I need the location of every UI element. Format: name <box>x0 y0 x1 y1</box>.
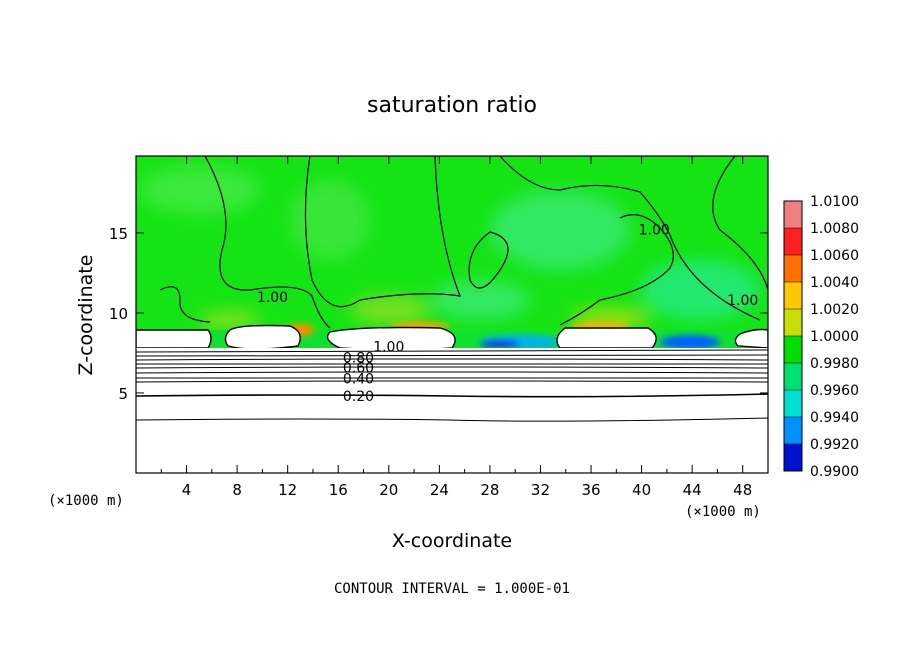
colorbar: 1.0100 1.0080 1.0060 1.0040 1.0020 1.0000 0.99… <box>783 194 859 480</box>
colorbar-swatch <box>784 282 802 309</box>
contour-label: 0.80 <box>343 351 374 367</box>
colorbar-swatch <box>784 228 802 255</box>
colorbar-label: 1.0060 <box>810 248 859 264</box>
contours-unity <box>159 156 768 329</box>
contour-labels: 1.001.001.001.000.800.600.400.20 <box>257 223 758 406</box>
chart-title: saturation ratio <box>367 93 537 118</box>
colorbar-label: 1.0020 <box>810 302 859 318</box>
y-tick-label: 15 <box>109 225 128 243</box>
colorbar-label: 0.9940 <box>810 410 859 426</box>
contour-label: 1.00 <box>257 290 288 306</box>
contours-lower <box>136 349 768 422</box>
contour-label: 0.20 <box>343 389 374 405</box>
field-lower <box>136 348 768 473</box>
plot-area <box>136 156 768 473</box>
x-tick-label: 28 <box>480 481 499 499</box>
x-tick-label: 48 <box>733 481 752 499</box>
colorbar-label: 1.0000 <box>810 329 859 345</box>
x-tick-label: 8 <box>232 481 242 499</box>
colorbar-label: 0.9980 <box>810 356 859 372</box>
x-tick-label: 44 <box>683 481 702 499</box>
contour-label: 0.40 <box>343 372 374 388</box>
colorbar-label: 0.9920 <box>810 437 859 453</box>
colorbar-swatch <box>784 417 802 444</box>
colorbar-label: 1.0080 <box>810 221 859 237</box>
x-tick-label: 24 <box>430 481 449 499</box>
x-tick-label: 40 <box>632 481 651 499</box>
x-tick-label: 12 <box>278 481 297 499</box>
colorbar-swatch <box>784 309 802 336</box>
x-axis-label: X-coordinate <box>392 530 512 552</box>
x-tick-label: 36 <box>581 481 600 499</box>
x-unit-right: (×1000 m) <box>685 504 761 520</box>
x-unit-left: (×1000 m) <box>48 493 124 509</box>
colorbar-swatch <box>784 201 802 228</box>
colorbar-swatch <box>784 444 802 471</box>
plot-frame <box>135 155 769 474</box>
colorbar-label: 0.9960 <box>810 383 859 399</box>
contour-label: 1.00 <box>639 223 670 239</box>
contour-label: 0.60 <box>343 360 374 376</box>
colorbar-label: 0.9900 <box>810 464 859 480</box>
contour-label: 1.00 <box>727 293 758 309</box>
cloud-blobs <box>136 324 768 351</box>
x-tick-label: 32 <box>531 481 550 499</box>
colorbar-swatch <box>784 363 802 390</box>
contour-interval-note: CONTOUR INTERVAL = 1.000E-01 <box>334 581 570 597</box>
x-tick-label: 4 <box>182 481 192 499</box>
colorbar-label: 1.0100 <box>810 194 859 210</box>
colorbar-swatch <box>784 336 802 363</box>
x-tick-label: 20 <box>379 481 398 499</box>
y-axis-label: Z-coordinate <box>75 255 97 376</box>
y-tick-label: 5 <box>118 385 128 403</box>
contour-label: 1.00 <box>373 340 404 356</box>
y-tick-label: 10 <box>109 305 128 323</box>
colorbar-swatch <box>784 255 802 282</box>
x-tick-label: 16 <box>329 481 348 499</box>
colorbar-swatch <box>784 390 802 417</box>
colorbar-label: 1.0040 <box>810 275 859 291</box>
